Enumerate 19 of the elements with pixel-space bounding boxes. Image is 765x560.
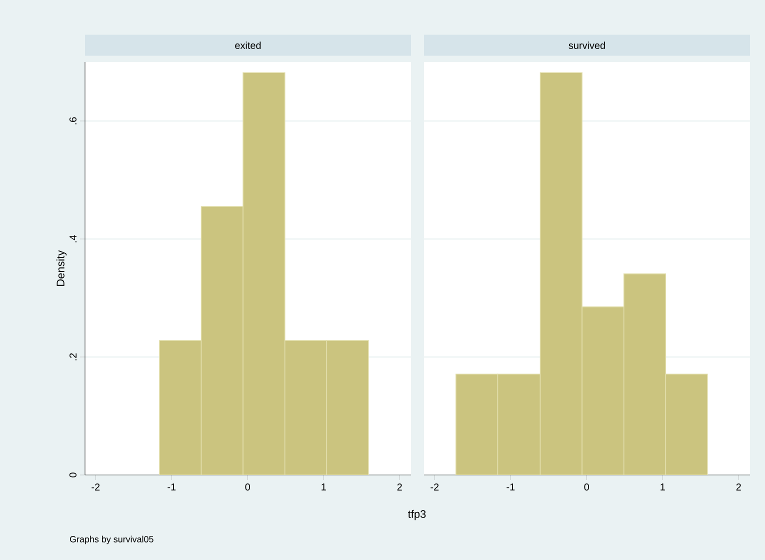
chart-title: survived	[568, 42, 605, 49]
x-tick-label: -1	[506, 484, 515, 490]
x-tick-label: -1	[168, 484, 176, 490]
y-tick-label: 0	[69, 472, 76, 478]
x-tick-label: -2	[430, 484, 439, 490]
x-axis-title: tfp3	[408, 510, 426, 520]
x-tick-label: -2	[92, 484, 100, 490]
x-tick-label: 0	[245, 484, 250, 491]
chart-title: exited	[235, 42, 261, 49]
y-tick-label: .6	[69, 117, 76, 124]
y-tick-label: .2	[70, 353, 76, 360]
text: Graphs by survival05	[70, 536, 154, 544]
y-axis-title: Density	[56, 250, 67, 286]
x-tick-label: 1	[660, 484, 665, 490]
x-tick-label: 2	[736, 484, 741, 490]
x-tick-label: 2	[397, 484, 402, 490]
x-tick-label: 1	[322, 484, 326, 490]
y-tick-label: .4	[70, 235, 76, 242]
x-tick-label: 0	[584, 484, 590, 491]
